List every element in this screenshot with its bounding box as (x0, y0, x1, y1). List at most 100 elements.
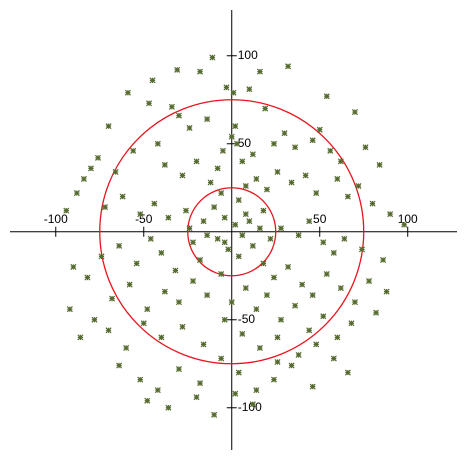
point (334, 334, 341, 341)
point (380, 256, 387, 263)
point (270, 376, 278, 383)
point (179, 323, 186, 330)
point (189, 278, 197, 285)
point (285, 263, 292, 270)
point (239, 158, 246, 165)
point (344, 193, 351, 200)
point (285, 63, 292, 70)
point (365, 278, 373, 285)
point (270, 140, 278, 147)
point (292, 144, 299, 151)
point (197, 380, 204, 387)
point (263, 292, 270, 299)
point (323, 93, 330, 100)
point (123, 344, 130, 351)
point (147, 235, 154, 242)
point (193, 394, 200, 401)
point (70, 263, 77, 270)
point (249, 242, 256, 249)
point (225, 246, 232, 253)
point (204, 232, 211, 239)
point (246, 218, 253, 225)
point (242, 182, 249, 190)
point (221, 239, 228, 246)
point (230, 89, 237, 96)
point (401, 221, 408, 228)
point (246, 86, 253, 93)
point (116, 362, 123, 369)
point (313, 190, 320, 197)
point (137, 211, 144, 218)
point (174, 66, 181, 73)
point (232, 221, 239, 228)
point (151, 200, 158, 207)
point (98, 253, 105, 260)
point (256, 68, 263, 75)
point (306, 327, 313, 334)
point (277, 316, 285, 323)
point (373, 309, 380, 316)
point (221, 316, 228, 323)
point (146, 100, 153, 107)
point (140, 320, 147, 327)
point (320, 239, 327, 246)
x-tick-label: -100 (44, 212, 68, 226)
point (253, 175, 260, 182)
point (168, 103, 175, 110)
point (288, 362, 295, 369)
point (309, 292, 316, 299)
point (214, 235, 221, 242)
point (91, 316, 98, 323)
point (302, 172, 309, 179)
point (267, 235, 274, 242)
y-tick-label: -50 (238, 312, 256, 326)
point (77, 334, 84, 341)
circle (99, 99, 365, 365)
point (105, 327, 112, 334)
point (154, 387, 161, 394)
point (211, 204, 218, 211)
point (316, 126, 323, 133)
point (124, 89, 131, 96)
point (274, 334, 281, 341)
point (221, 214, 228, 221)
point (214, 165, 221, 172)
point (158, 334, 165, 341)
point (73, 190, 80, 197)
point (126, 281, 133, 288)
point (295, 232, 302, 239)
point (84, 274, 91, 281)
point (218, 355, 225, 362)
point (63, 207, 70, 214)
point (242, 285, 249, 292)
point (270, 274, 278, 281)
point (233, 140, 241, 147)
point (165, 214, 172, 221)
y-tick-label: -100 (238, 400, 262, 414)
point (274, 358, 281, 366)
point (182, 207, 190, 214)
point (158, 249, 165, 256)
point (66, 306, 73, 313)
point (387, 211, 394, 218)
point (235, 369, 242, 376)
point (193, 158, 200, 165)
point (235, 197, 242, 204)
point (154, 140, 161, 147)
point (175, 299, 182, 306)
point (228, 299, 235, 306)
point (288, 179, 295, 186)
point (172, 267, 179, 274)
point (232, 390, 239, 397)
point (309, 137, 316, 144)
point (337, 158, 344, 165)
point (309, 383, 316, 390)
point (281, 130, 288, 137)
point (133, 260, 140, 267)
point (320, 313, 327, 320)
point (242, 211, 249, 218)
point (327, 147, 334, 154)
point (256, 225, 263, 232)
